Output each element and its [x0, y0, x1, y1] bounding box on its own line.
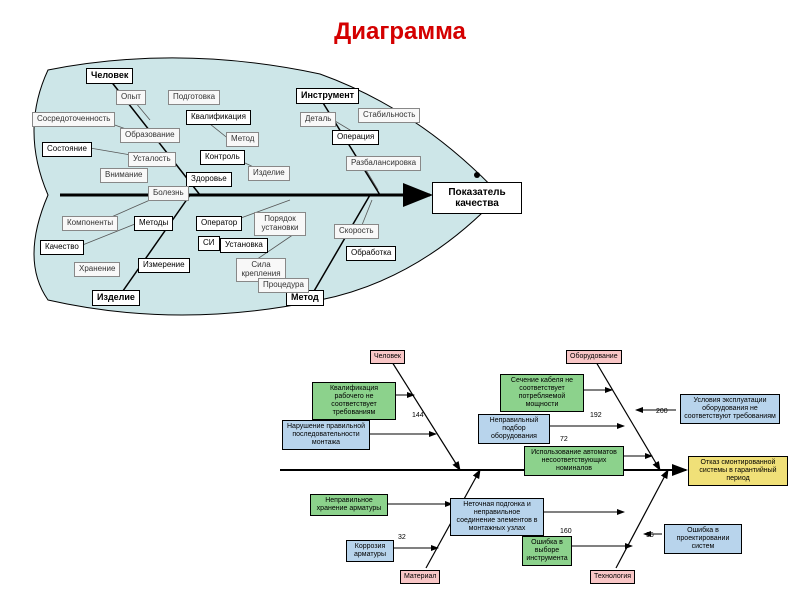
fb2-cause: Ошибка в выборе инструмента [522, 536, 572, 566]
fb2-cause: Сечение кабеля не соответствует потребля… [500, 374, 584, 412]
fb2-cat-equip: Оборудование [566, 350, 622, 364]
edge-label: 96 [646, 532, 654, 539]
edge-label: 144 [412, 412, 424, 419]
fb2-cause: Неточная подгонка и неправильное соедине… [450, 498, 544, 536]
edge-label: 200 [656, 408, 668, 415]
fb2-cause: Коррозия арматуры [346, 540, 394, 562]
edge-label: 192 [590, 412, 602, 419]
edge-label: 72 [560, 436, 568, 443]
fb2-cause: Использование автоматов несоответствующи… [524, 446, 624, 476]
fb2-svg [0, 0, 800, 600]
fb2-cat-material: Материал [400, 570, 440, 584]
fb2-cat-tech: Технология [590, 570, 635, 584]
fb2-cat-human: Человек [370, 350, 405, 364]
edge-label: 160 [560, 528, 572, 535]
edge-label: 32 [398, 534, 406, 541]
fb2-cause: Условия эксплуатации оборудования не соо… [680, 394, 780, 424]
fb2-head: Отказ смонтированной системы в гарантийн… [688, 456, 788, 486]
fb2-cause: Ошибка в проектировании систем [664, 524, 742, 554]
fb2-cause: Неправильное хранение арматуры [310, 494, 388, 516]
fb2-cause: Неправильный подбор оборудования [478, 414, 550, 444]
fb2-cause: Нарушение правильной последовательности … [282, 420, 370, 450]
fb2-cause: Квалификация рабочего не соответствует т… [312, 382, 396, 420]
